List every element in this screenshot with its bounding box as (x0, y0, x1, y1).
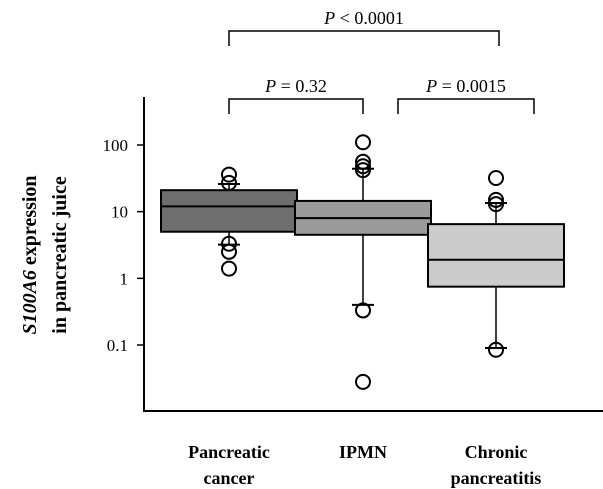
bracket-line (228, 98, 364, 114)
category-label-2-line-1: pancreatitis (451, 468, 542, 488)
axes (143, 97, 603, 412)
box-group-0 (160, 166, 298, 277)
bracket-line (397, 98, 535, 114)
p-value-label: P = 0.0015 (425, 76, 506, 96)
outlier-point (355, 373, 371, 390)
outlier-point (355, 162, 371, 179)
box-iqr (160, 189, 298, 233)
y-ticks: 0.1 1 10 100 (103, 136, 144, 355)
y-axis-label-line2: in pancreatic juice (49, 176, 71, 334)
y-axis-label-line1: S100A6 expression (19, 175, 41, 334)
y-tick-label-0: 0.1 (107, 336, 128, 355)
outlier-point (221, 166, 237, 183)
significance-brackets: P < 0.0001 P = 0.32 P = 0.0015 (228, 8, 535, 114)
outlier-point (488, 169, 504, 186)
category-label-1-line-0: IPMN (339, 442, 387, 462)
y-tick-label-2: 10 (111, 203, 128, 222)
bracket-line (228, 30, 500, 46)
y-axis-label: S100A6 expression in pancreatic juice (19, 175, 71, 334)
outlier-point (221, 235, 237, 252)
category-label-0-line-0: Pancreatic (188, 442, 270, 462)
box-plots (160, 134, 565, 390)
p-value-label: P < 0.0001 (323, 8, 404, 28)
category-label-0-line-1: cancer (204, 468, 255, 488)
outlier-point (488, 191, 504, 208)
box-group-2 (427, 169, 565, 358)
outlier-point (221, 243, 237, 260)
category-label-2-line-0: Chronic (465, 442, 528, 462)
comparison-0: P < 0.0001 (228, 8, 500, 46)
outlier-point (355, 302, 371, 319)
box-iqr (427, 223, 565, 288)
outlier-point (488, 341, 504, 358)
box-group-1 (294, 134, 432, 390)
comparison-2: P = 0.0015 (397, 76, 535, 114)
y-tick-label-3: 100 (103, 136, 129, 155)
y-tick-label-1: 1 (120, 269, 129, 288)
outlier-point (221, 174, 237, 191)
outlier-point (221, 260, 237, 277)
category-labels: Pancreatic cancer IPMN Chronic pancreatitis (188, 442, 541, 488)
comparison-1: P = 0.32 (228, 76, 364, 114)
outlier-point (355, 153, 371, 170)
outlier-point (355, 134, 371, 151)
p-value-label: P = 0.32 (264, 76, 327, 96)
outlier-point (488, 196, 504, 213)
